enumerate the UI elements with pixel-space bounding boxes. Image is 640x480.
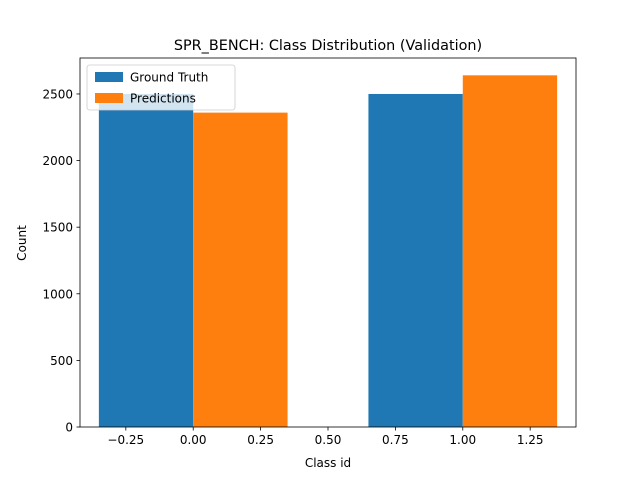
axes-layer: −0.25 0.00 0.25 0.50 0.75 1.00 1.25 0 500 1000 150… — [42, 57, 577, 447]
legend-box — [86, 64, 236, 111]
bar-ground-truth-0 — [98, 93, 194, 428]
x-tick-label: 0.00 — [180, 433, 207, 447]
x-tick-label: 0.25 — [247, 433, 274, 447]
x-tick-label: 0.50 — [315, 433, 342, 447]
x-tick-label: 1.25 — [517, 433, 544, 447]
bar-predictions-1 — [462, 75, 558, 427]
y-tick-label: 2000 — [42, 154, 73, 168]
y-tick-label: 0 — [65, 421, 73, 435]
y-axis-label: Count — [15, 225, 29, 261]
y-tick-label: 500 — [50, 354, 73, 368]
x-tick-label: −0.25 — [107, 433, 144, 447]
legend-label-ground-truth: Ground Truth — [130, 71, 208, 85]
legend: Ground Truth Predictions — [86, 64, 236, 111]
x-tick-label: 1.00 — [449, 433, 476, 447]
bars-layer — [98, 75, 558, 428]
legend-label-predictions: Predictions — [130, 92, 196, 106]
bar-predictions-0 — [193, 112, 288, 428]
x-axis-label: Class id — [305, 456, 351, 470]
y-tick-label: 1000 — [42, 287, 73, 301]
x-tick-label: 0.75 — [382, 433, 409, 447]
bar-ground-truth-1 — [368, 93, 463, 428]
y-tick-label: 2500 — [42, 87, 73, 101]
legend-swatch-ground-truth — [95, 72, 123, 82]
chart-title: SPR_BENCH: Class Distribution (Validatio… — [174, 38, 482, 54]
legend-swatch-predictions — [95, 93, 123, 103]
y-tick-label: 1500 — [42, 221, 73, 235]
